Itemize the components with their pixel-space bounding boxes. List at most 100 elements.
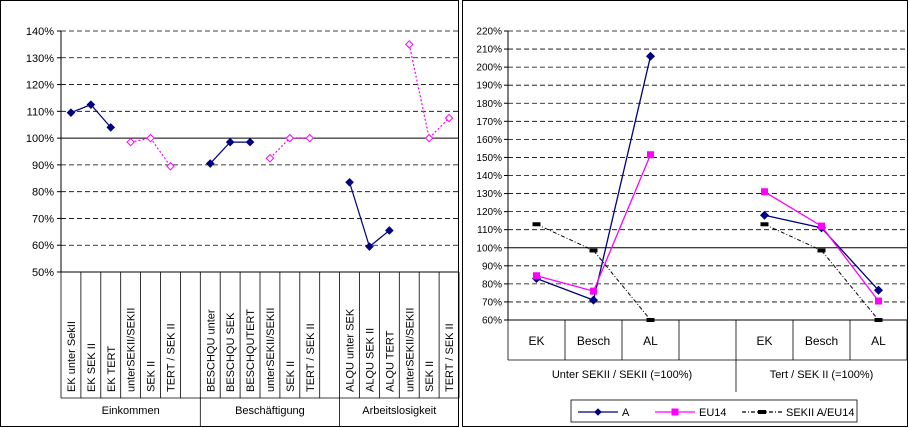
y-tick-label: 160% [476,135,502,146]
category-label: TERT / SEK II [444,323,456,392]
data-point [873,285,884,295]
data-point [817,248,826,253]
group-label: Arbeitslosigkeit [362,405,436,417]
y-tick-label: 100% [476,243,502,254]
y-tick-label: 90% [482,261,502,272]
category-label: SEK II [146,361,158,392]
data-point [444,113,454,123]
category-label: BESCHQUTERT [245,309,257,392]
y-tick-label: 110% [27,106,55,118]
data-point [106,123,116,132]
data-point [818,222,825,230]
data-point [875,297,882,305]
data-point [874,318,883,322]
y-tick-label: 80% [32,187,54,199]
category-label: BESCHQU unter [205,309,217,392]
data-point [86,100,96,109]
right-chart: 60% 70% 80% 90% 100% 110% 120% 130% 140% 150% 160%… [476,27,908,423]
y-tick-label: 210% [476,45,502,56]
y-tick-label: 130% [26,53,54,65]
series-line [764,223,879,321]
legend: A EU14 SEKII A/EU14 [570,399,858,423]
category-label: ALQU SEK II [364,328,376,392]
data-point [647,151,654,159]
y-tick-label: 140% [26,26,54,38]
data-point [305,133,315,143]
y-tick-label: 140% [476,171,502,182]
y-tick-label: 220% [476,27,502,38]
left-chart: 50% 60% 70% 80% 90% 100% 110% 120% 130% 140% EK un… [26,26,460,426]
data-point [225,137,235,147]
data-point [126,137,135,147]
category-label: SEK II [285,361,297,392]
category-label: EK TERT [106,346,118,392]
category-label: Besch [805,334,838,348]
y-tick-label: 190% [476,81,502,92]
y-tick-label: 50% [32,267,54,279]
y-tick-label: 200% [476,63,502,74]
category-label: SEK II [424,361,436,392]
data-point [66,108,76,117]
series-line [536,223,651,321]
data-point [146,133,155,143]
y-tick-label: 60% [32,240,54,252]
category-label: ALQU unter SEK [345,308,357,392]
y-tick-label: 120% [476,207,502,218]
data-point [646,318,655,322]
legend-marker [594,408,602,416]
data-point [285,133,295,143]
group-label: Unter SEKII / SEKII (=100%) [552,369,692,381]
legend-label: A [622,407,630,419]
data-point [424,133,434,143]
legend-label: SEKII A/EU14 [786,407,854,419]
data-point [761,188,768,196]
y-tick-label: 180% [476,99,502,110]
y-tick-label: 60% [482,316,502,327]
data-point [166,161,175,171]
category-label: TERT / SEK II [165,323,177,392]
category-label: BESCHQU SEK [225,312,237,392]
y-tick-label: 130% [476,189,502,200]
left-panel-frame [0,0,459,427]
data-point [245,137,255,147]
data-point [588,295,599,305]
y-tick-label: 100% [26,133,54,145]
y-tick-label: 90% [32,160,54,172]
data-point [265,153,275,163]
category-label: TERT / SEK II [305,323,317,392]
legend-box [570,399,858,423]
category-label: Besch [577,334,610,348]
data-point [345,177,354,187]
right-panel-frame [462,0,908,427]
legend-label: EU14 [699,407,727,419]
category-label: EK [528,334,544,348]
data-point [589,248,598,253]
category-label: EK [756,334,772,348]
y-tick-label: 70% [482,297,502,308]
y-tick-label: 110% [477,225,502,236]
category-label: EK unter SekII [66,321,78,392]
data-point [533,272,540,280]
data-point [404,40,414,49]
category-label: ALQU TERT [384,330,396,392]
category-label: unterSEKII/SEKII [126,308,138,392]
y-tick-label: 170% [476,117,502,128]
data-point [760,222,769,227]
category-label: AL [643,334,658,348]
data-point [590,287,597,295]
group-label: Einkommen [102,405,160,417]
legend-marker [671,408,679,416]
legend-marker [758,410,766,414]
data-point [532,222,541,227]
data-point [645,51,656,61]
y-tick-label: 80% [482,279,502,290]
category-label: EK SEK II [86,343,98,392]
category-label: unterSEKII/SEKII [265,308,277,392]
category-label: AL [871,334,886,348]
data-point [759,210,770,220]
category-label: unterSEKII/SEKII [404,308,416,392]
y-tick-label: 70% [32,213,54,225]
y-tick-label: 120% [26,80,54,92]
data-point [205,159,215,168]
